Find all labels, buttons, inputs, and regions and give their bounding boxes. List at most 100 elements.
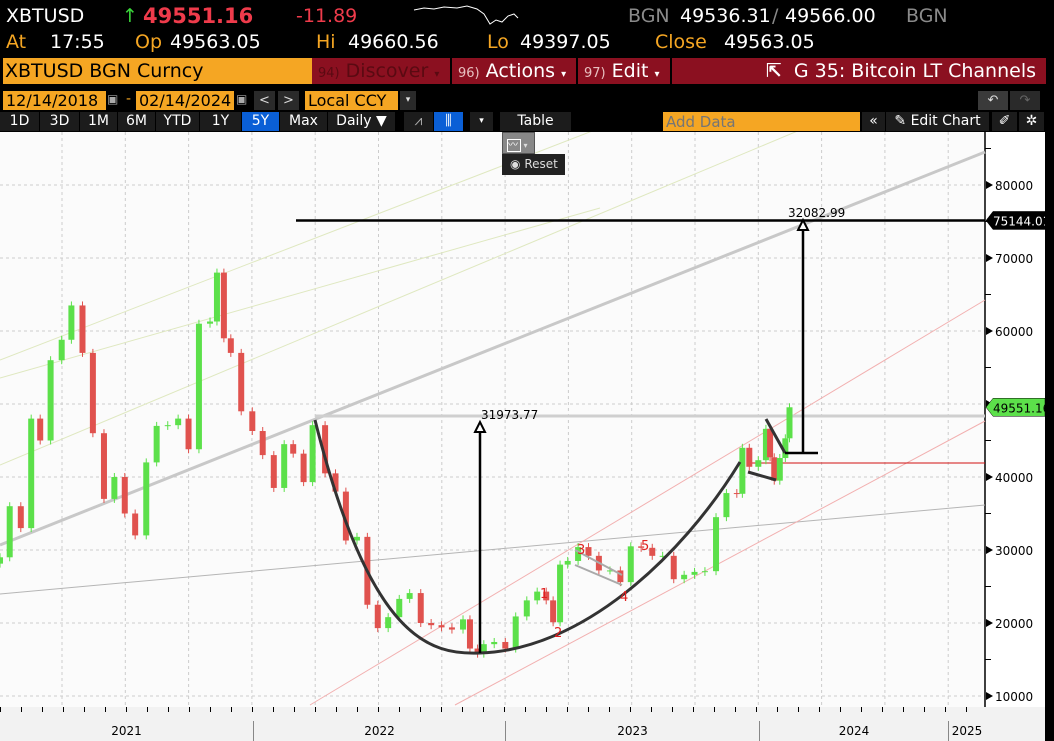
candle: [474, 648, 481, 654]
x-tick: [252, 707, 253, 712]
period-max[interactable]: Max: [280, 112, 328, 131]
period-ytd[interactable]: YTD: [156, 112, 200, 131]
plot-background: [0, 132, 985, 707]
start-calendar-icon[interactable]: ▣: [107, 92, 119, 106]
period-1y[interactable]: 1Y: [200, 112, 242, 131]
candle: [309, 425, 316, 483]
gear-icon[interactable]: ✲: [1019, 112, 1045, 131]
y-tick-marker: [986, 619, 993, 627]
table-button[interactable]: Table: [500, 112, 572, 131]
x-tick: [0, 707, 1, 712]
end-calendar-icon[interactable]: ▣: [236, 92, 248, 106]
long-term-trend-line: [0, 150, 986, 547]
x-tick: [63, 707, 64, 712]
candle: [385, 617, 392, 629]
currency-dropdown-icon[interactable]: ▾: [400, 91, 416, 110]
candle: [460, 619, 467, 630]
candle: [100, 433, 107, 499]
price-chart[interactable]: 10000 20000 30000 40000 60000 70000 80000 31973…: [0, 127, 1054, 707]
collapse-button[interactable]: «: [862, 112, 886, 131]
period-5y[interactable]: 5Y: [242, 112, 280, 131]
x-tick: [420, 707, 421, 712]
security-field[interactable]: XBTUSD BGN Curncy: [3, 58, 312, 84]
redo-button[interactable]: ↷: [1010, 91, 1040, 110]
frequency-select[interactable]: Daily ▼: [328, 112, 396, 131]
popout-icon[interactable]: ⇱: [765, 60, 782, 82]
candle: [153, 425, 160, 463]
candle: [448, 627, 455, 630]
prev-period-button[interactable]: <: [254, 91, 275, 110]
x-tick: [168, 707, 169, 712]
x-tick: [189, 707, 190, 712]
y-tick-label: 30000: [995, 544, 1033, 558]
chart-area[interactable]: 10000 20000 30000 40000 60000 70000 80000 31973…: [0, 127, 1054, 707]
end-date-input[interactable]: 02/14/2024: [136, 91, 234, 110]
y-tick-marker: [986, 181, 993, 189]
candle: [733, 493, 740, 495]
drawing-tool-button[interactable]: 〰 ▾: [502, 132, 535, 154]
candle: [220, 272, 227, 339]
candle: [681, 574, 688, 580]
y-tick-marker: [986, 254, 993, 262]
edit-menu[interactable]: 97) Edit ▾: [578, 58, 670, 84]
x-tick: [504, 707, 505, 712]
candle: [575, 547, 582, 561]
time-label: At: [6, 31, 27, 53]
actions-num: 96): [458, 66, 480, 81]
candle: [281, 444, 288, 488]
candle: [213, 272, 220, 322]
x-tick: [714, 707, 715, 712]
candle: [259, 431, 266, 456]
low-value: 49397.05: [520, 31, 611, 53]
x-tick: [462, 707, 463, 712]
candle: [739, 447, 746, 494]
actions-menu[interactable]: 96) Actions ▾: [452, 58, 576, 84]
x-axis: 2021 2022 2023 2024 2025: [0, 707, 1045, 741]
undo-button[interactable]: ↶: [978, 91, 1008, 110]
candle: [121, 477, 128, 514]
add-data-input[interactable]: [663, 112, 860, 131]
x-tick: [147, 707, 148, 712]
edit-chart-button[interactable]: ✎ Edit Chart: [886, 112, 990, 131]
candle: [227, 338, 234, 353]
candle: [617, 570, 624, 583]
next-period-button[interactable]: >: [278, 91, 299, 110]
x-tick: [546, 707, 547, 712]
candle: [406, 593, 413, 599]
discover-num: 94): [318, 66, 340, 81]
wave-label-1: 1: [540, 587, 548, 602]
period-1m[interactable]: 1M: [80, 112, 118, 131]
candle: [713, 517, 720, 572]
currency-select[interactable]: Local CCY: [305, 91, 398, 110]
y-tick-label: 60000: [995, 325, 1033, 339]
discover-menu[interactable]: 94) Discover ▾: [312, 58, 450, 84]
period-6m[interactable]: 6M: [118, 112, 156, 131]
start-date-input[interactable]: 12/14/2018: [3, 91, 106, 110]
candlestick-icon[interactable]: ⫼: [434, 112, 464, 131]
candle: [353, 536, 360, 541]
y-tick-marker: [986, 692, 993, 700]
candle: [776, 458, 783, 481]
x-tick: [651, 707, 652, 712]
bid-price: 49536.31: [680, 5, 771, 27]
channel-line-upper: [0, 129, 801, 466]
x-tick: [84, 707, 85, 712]
candle: [6, 506, 13, 558]
period-3d[interactable]: 3D: [40, 112, 80, 131]
period-1d[interactable]: 1D: [0, 112, 40, 131]
y-tick-marker: [986, 546, 993, 554]
line-chart-icon[interactable]: ⩘: [404, 112, 434, 131]
candle: [270, 455, 277, 488]
x-tick: [567, 707, 568, 712]
reset-button[interactable]: ◉ Reset: [502, 154, 565, 175]
line-drawing-icon: 〰: [507, 139, 521, 152]
candle: [480, 644, 487, 654]
x-tick: [273, 707, 274, 712]
candle: [491, 641, 498, 645]
candle: [543, 591, 550, 601]
chart-type-dropdown-icon[interactable]: ▾: [470, 112, 494, 131]
intraday-sparkline: [413, 5, 519, 25]
candle: [175, 418, 182, 426]
annotate-icon[interactable]: ✐: [992, 112, 1018, 131]
candle: [564, 560, 571, 565]
